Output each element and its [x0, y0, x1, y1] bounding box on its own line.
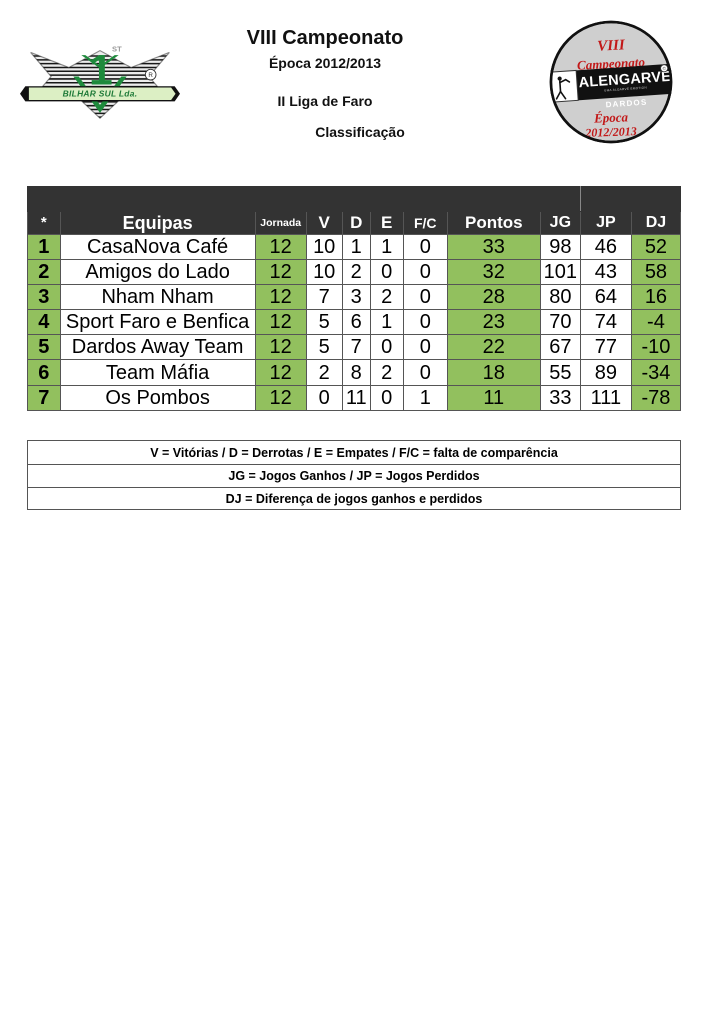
svg-text:R: R [148, 72, 153, 79]
svg-text:BILHAR SUL Lda.: BILHAR SUL Lda. [63, 88, 138, 98]
svg-text:ST: ST [112, 45, 122, 54]
svg-text:VIII: VIII [597, 37, 626, 54]
svg-text:2012/2013: 2012/2013 [584, 124, 637, 140]
svg-text:Época: Época [593, 109, 629, 125]
